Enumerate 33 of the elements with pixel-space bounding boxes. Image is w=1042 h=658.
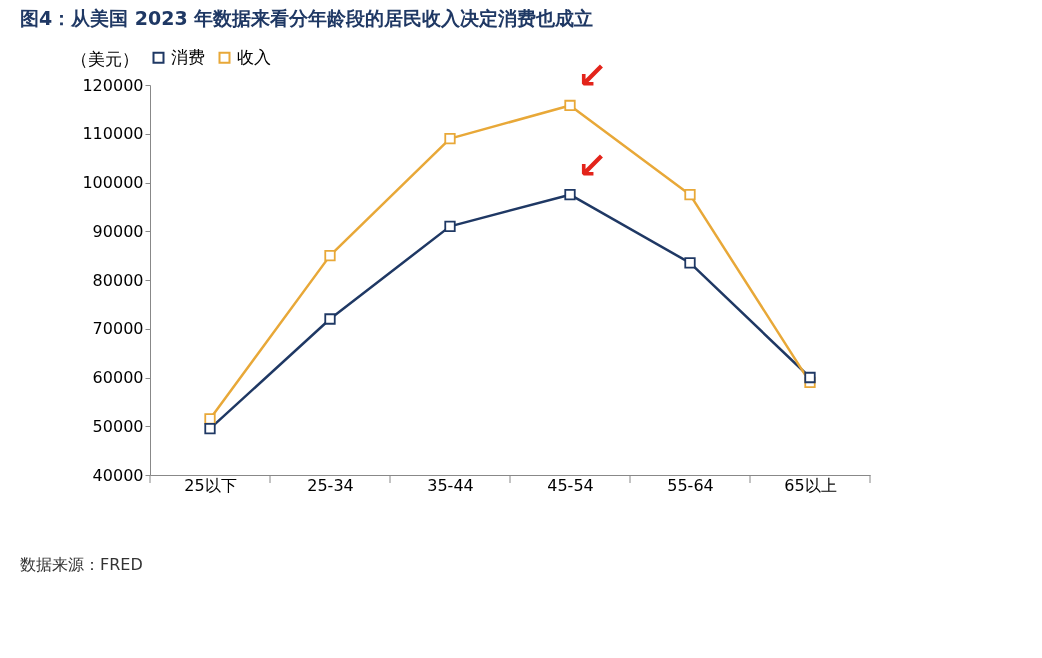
point	[444, 132, 456, 145]
y-tick-label: 120000	[82, 75, 144, 95]
annotation: ↙	[576, 144, 608, 186]
x-tick-label: 35-44	[427, 475, 474, 495]
y-tick-label: 70000	[92, 319, 144, 339]
point	[804, 371, 816, 384]
y-tick-label: 100000	[82, 173, 144, 192]
annotation: ↙	[576, 55, 608, 97]
chart-title: 图4：从美国 2023 年数据来看分年龄段的居民收入决定消费也成立	[20, 7, 594, 29]
y-axis-title: （美元）	[71, 49, 139, 69]
point	[564, 99, 576, 112]
point	[684, 189, 696, 201]
x-tick-label: 25以下	[184, 475, 237, 495]
point	[324, 249, 336, 262]
y-tick-label: 90000	[92, 221, 144, 241]
point	[204, 413, 216, 425]
legend-label: 消费	[171, 46, 205, 67]
legend-label: 收入	[237, 46, 271, 67]
point	[324, 313, 336, 325]
x-tick-label: 55-64	[667, 475, 714, 495]
point	[204, 423, 216, 435]
x-tick-label: 65以上	[784, 475, 837, 495]
x-tick-label: 45-54	[547, 475, 594, 495]
source-note: 数据来源：FRED	[20, 555, 143, 574]
point	[444, 220, 456, 233]
y-tick-label: 80000	[92, 270, 144, 290]
y-tick-label: 40000	[92, 465, 144, 485]
point	[684, 257, 696, 269]
point	[564, 189, 576, 201]
y-tick-label: 50000	[92, 416, 144, 436]
y-tick-label: 60000	[92, 368, 144, 387]
y-tick-label: 110000	[82, 124, 144, 144]
x-tick-label: 25-34	[307, 475, 354, 495]
